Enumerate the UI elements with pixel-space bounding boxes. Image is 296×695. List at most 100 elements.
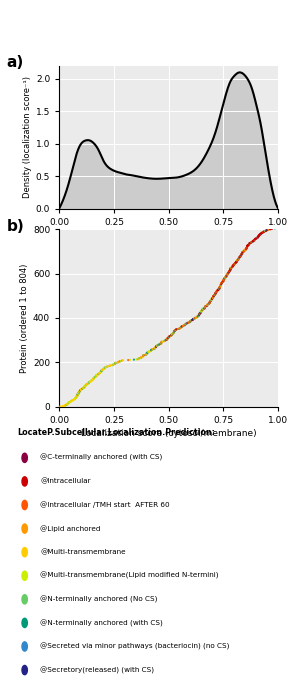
- Point: [190, 314, 195, 325]
- Point: [154, 341, 159, 352]
- Point: [221, 276, 226, 287]
- Point: [228, 263, 233, 275]
- Point: [77, 386, 82, 397]
- Point: [154, 341, 159, 352]
- Point: [74, 392, 78, 403]
- Point: [188, 316, 193, 327]
- Point: [139, 352, 144, 363]
- Point: [237, 252, 242, 263]
- Text: @Secreted via minor pathways (bacteriocin) (no CS): @Secreted via minor pathways (bacterioci…: [41, 643, 230, 650]
- Point: [90, 374, 95, 385]
- Point: [113, 358, 118, 369]
- Point: [240, 247, 244, 259]
- Point: [238, 250, 243, 261]
- Point: [153, 343, 157, 354]
- Point: [75, 390, 80, 401]
- Point: [226, 267, 231, 278]
- Point: [213, 288, 218, 299]
- Point: [269, 223, 274, 234]
- Point: [237, 252, 241, 263]
- Point: [228, 264, 233, 275]
- Point: [111, 359, 116, 370]
- Point: [78, 385, 82, 396]
- Point: [189, 315, 194, 326]
- Point: [237, 252, 242, 263]
- Point: [233, 257, 238, 268]
- Point: [200, 304, 205, 315]
- Point: [207, 297, 212, 309]
- Point: [218, 280, 223, 291]
- Point: [194, 312, 199, 323]
- Point: [197, 309, 202, 320]
- Text: @Intracellular: @Intracellular: [41, 478, 91, 484]
- Point: [58, 401, 63, 412]
- Point: [227, 266, 231, 277]
- Point: [101, 363, 106, 375]
- Point: [81, 383, 86, 394]
- Point: [230, 261, 235, 272]
- Point: [169, 330, 173, 341]
- Point: [270, 223, 275, 234]
- Point: [197, 308, 202, 319]
- Text: @Lipid anchored: @Lipid anchored: [41, 525, 101, 532]
- Point: [208, 295, 213, 306]
- Point: [67, 397, 72, 408]
- Point: [260, 227, 265, 238]
- Point: [94, 370, 99, 381]
- Point: [228, 263, 233, 275]
- Point: [145, 347, 150, 358]
- Point: [229, 263, 233, 274]
- Point: [76, 389, 81, 400]
- Text: b): b): [7, 219, 24, 234]
- Point: [224, 270, 229, 281]
- Point: [240, 248, 244, 259]
- Point: [79, 384, 84, 395]
- Point: [245, 241, 250, 252]
- Point: [236, 254, 241, 265]
- Point: [239, 249, 244, 260]
- Point: [214, 287, 218, 298]
- Point: [92, 372, 96, 383]
- Point: [89, 375, 94, 386]
- Point: [169, 329, 173, 341]
- Point: [198, 307, 202, 318]
- Point: [76, 389, 81, 400]
- Point: [228, 265, 232, 276]
- Point: [146, 346, 151, 357]
- Point: [197, 309, 202, 320]
- Point: [263, 226, 267, 237]
- Point: [184, 318, 189, 329]
- Point: [87, 377, 92, 388]
- Point: [88, 376, 93, 387]
- Point: [105, 361, 110, 373]
- Point: [73, 393, 77, 404]
- Point: [188, 316, 193, 327]
- Point: [139, 352, 143, 363]
- Point: [163, 335, 167, 346]
- Point: [223, 272, 227, 284]
- Point: [221, 275, 226, 286]
- Point: [69, 395, 74, 407]
- Point: [169, 330, 173, 341]
- Point: [196, 310, 201, 321]
- Point: [264, 225, 268, 236]
- Point: [96, 368, 101, 379]
- Point: [179, 321, 184, 332]
- Point: [194, 311, 199, 322]
- Point: [238, 250, 243, 261]
- Point: [222, 272, 227, 284]
- Point: [209, 293, 214, 304]
- Point: [245, 240, 250, 252]
- Point: [217, 282, 222, 293]
- Point: [233, 258, 238, 269]
- Point: [229, 262, 234, 273]
- Point: [184, 318, 188, 329]
- Point: [144, 348, 149, 359]
- Point: [113, 358, 118, 369]
- Point: [220, 277, 225, 288]
- Point: [205, 299, 210, 310]
- Point: [169, 329, 174, 340]
- Point: [205, 299, 210, 310]
- Y-axis label: Protein (ordered 1 to 804): Protein (ordered 1 to 804): [20, 263, 29, 373]
- Point: [257, 230, 261, 241]
